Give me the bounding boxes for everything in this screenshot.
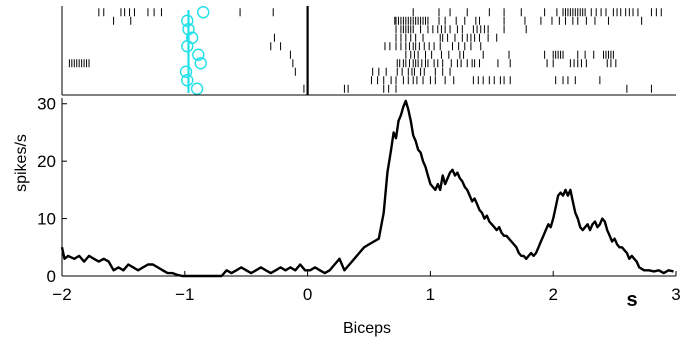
y-tick-label: 30	[37, 95, 56, 114]
y-tick-label: 0	[47, 267, 56, 286]
x-axis-title: Biceps	[343, 320, 391, 337]
y-axis-title: spikes/s	[13, 134, 30, 192]
x-tick-label: 1	[426, 285, 435, 304]
x-tick-label: 3	[671, 285, 680, 304]
psth-panel: 0 10 20 30 −2 −1 0 1 2 3 spikes/s Biceps s	[13, 95, 681, 337]
x-tick-label: 0	[303, 285, 312, 304]
x-tick-label: 2	[548, 285, 557, 304]
event-marker	[194, 57, 207, 70]
event-marker	[181, 40, 194, 53]
event-marker	[192, 48, 205, 61]
psth-line	[60, 99, 674, 278]
event-marker	[190, 82, 204, 95]
y-ticks: 0 10 20 30	[37, 95, 67, 286]
event-marker	[181, 74, 194, 87]
event-marker	[197, 6, 210, 19]
y-tick-label: 20	[37, 152, 56, 171]
raster-panel	[61, 6, 676, 96]
y-tick-label: 10	[37, 210, 56, 229]
raster-markers	[179, 6, 210, 95]
x-tick-label: −1	[175, 285, 194, 304]
x-ticks: −2 −1 0 1 2 3	[52, 271, 681, 304]
raster-spikes	[68, 8, 662, 93]
event-marker	[181, 14, 194, 27]
x-tick-label: −2	[52, 285, 71, 304]
event-marker	[182, 23, 195, 36]
unit-label: s	[626, 289, 637, 311]
event-marker	[179, 65, 193, 78]
